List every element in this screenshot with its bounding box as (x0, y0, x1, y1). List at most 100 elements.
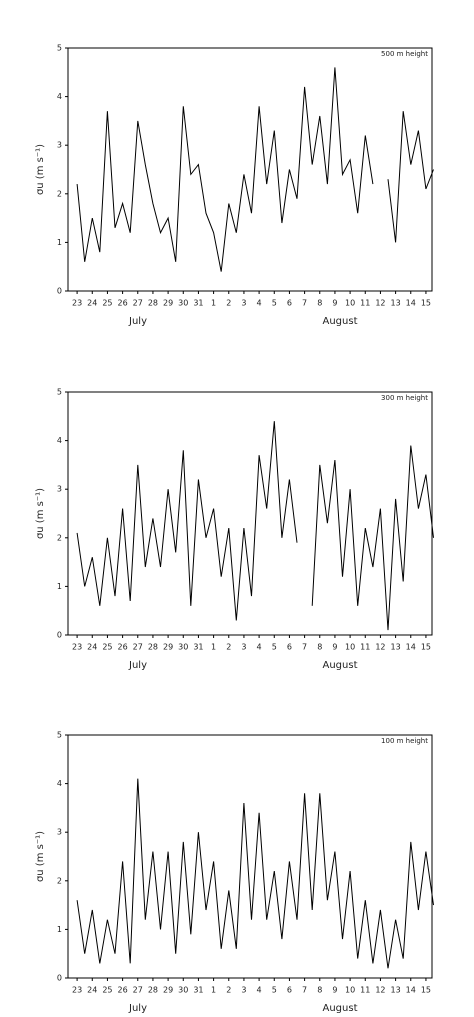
x-tick-label: 14 (406, 986, 416, 995)
plot-frame (67, 391, 433, 636)
month-label: August (323, 1003, 358, 1014)
y-tick-label: 1 (57, 238, 62, 247)
x-tick-label: 1 (211, 643, 216, 652)
x-tick-label: 6 (287, 299, 292, 308)
month-label: July (128, 316, 147, 327)
y-tick-label: 3 (57, 828, 62, 837)
month-label: August (323, 660, 358, 671)
x-tick-label: 23 (72, 986, 82, 995)
x-tick-label: 4 (257, 643, 262, 652)
x-tick-label: 28 (148, 299, 158, 308)
x-tick-label: 15 (421, 299, 431, 308)
data-line (76, 778, 434, 969)
x-tick-label: 26 (118, 299, 128, 308)
x-tick-label: 10 (345, 299, 355, 308)
y-tick-label: 1 (57, 925, 62, 934)
x-tick-label: 13 (391, 643, 401, 652)
x-tick-label: 9 (332, 986, 337, 995)
plot-frame (67, 734, 433, 979)
x-tick-label: 31 (193, 299, 203, 308)
x-tick-label: 30 (178, 986, 188, 995)
x-tick-label: 5 (272, 986, 277, 995)
x-tick-label: 13 (391, 986, 401, 995)
x-tick-label: 24 (87, 299, 97, 308)
x-tick-label: 25 (102, 643, 112, 652)
x-tick-label: 11 (360, 299, 370, 308)
y-axis-label: σu (m s⁻¹) (35, 488, 46, 539)
y-tick-label: 4 (57, 436, 62, 445)
x-tick-label: 3 (241, 643, 246, 652)
plot-frame (67, 47, 433, 292)
month-label: July (128, 1003, 147, 1014)
x-tick-label: 7 (302, 643, 307, 652)
x-tick-label: 30 (178, 643, 188, 652)
x-tick-label: 3 (241, 986, 246, 995)
x-tick-label: 31 (193, 986, 203, 995)
x-tick-label: 31 (193, 643, 203, 652)
x-tick-label: 12 (375, 643, 385, 652)
x-tick-label: 27 (133, 986, 143, 995)
x-tick-label: 14 (406, 299, 416, 308)
x-tick-label: 24 (87, 986, 97, 995)
x-tick-label: 29 (163, 986, 173, 995)
y-tick-label: 2 (57, 533, 62, 542)
annotation: 100 m height (381, 737, 428, 745)
y-tick-label: 2 (57, 876, 62, 885)
x-tick-label: 30 (178, 299, 188, 308)
x-tick-label: 15 (421, 643, 431, 652)
x-tick-label: 25 (102, 299, 112, 308)
y-tick-label: 0 (57, 974, 62, 983)
annotation: 300 m height (381, 394, 428, 402)
x-tick-label: 7 (302, 299, 307, 308)
x-tick-label: 12 (375, 986, 385, 995)
y-tick-label: 4 (57, 779, 62, 788)
y-tick-label: 5 (57, 388, 62, 397)
y-tick-label: 2 (57, 189, 62, 198)
x-tick-label: 5 (272, 299, 277, 308)
y-axis-label: σu (m s⁻¹) (35, 831, 46, 882)
x-tick-label: 26 (118, 643, 128, 652)
x-tick-label: 13 (391, 299, 401, 308)
y-tick-label: 0 (57, 287, 62, 296)
data-line (76, 67, 434, 272)
y-tick-label: 3 (57, 141, 62, 150)
x-tick-label: 9 (332, 643, 337, 652)
x-tick-label: 11 (360, 643, 370, 652)
x-tick-label: 29 (163, 299, 173, 308)
x-tick-label: 5 (272, 643, 277, 652)
x-tick-label: 8 (317, 299, 322, 308)
y-tick-label: 0 (57, 631, 62, 640)
x-tick-label: 11 (360, 986, 370, 995)
x-tick-label: 2 (226, 986, 231, 995)
x-tick-label: 1 (211, 299, 216, 308)
y-axis-label: σu (m s⁻¹) (35, 144, 46, 195)
x-tick-label: 12 (375, 299, 385, 308)
month-label: July (128, 660, 147, 671)
x-tick-label: 6 (287, 986, 292, 995)
data-line (76, 421, 434, 631)
x-tick-label: 28 (148, 986, 158, 995)
x-tick-label: 15 (421, 986, 431, 995)
x-tick-label: 4 (257, 986, 262, 995)
x-tick-label: 26 (118, 986, 128, 995)
x-tick-label: 1 (211, 986, 216, 995)
x-tick-label: 14 (406, 643, 416, 652)
x-tick-label: 10 (345, 643, 355, 652)
x-tick-label: 8 (317, 643, 322, 652)
x-tick-label: 6 (287, 643, 292, 652)
x-tick-label: 7 (302, 986, 307, 995)
x-tick-label: 9 (332, 299, 337, 308)
x-tick-label: 3 (241, 299, 246, 308)
x-tick-label: 24 (87, 643, 97, 652)
x-tick-label: 23 (72, 643, 82, 652)
x-tick-label: 8 (317, 986, 322, 995)
x-tick-label: 10 (345, 986, 355, 995)
x-tick-label: 2 (226, 643, 231, 652)
y-tick-label: 4 (57, 92, 62, 101)
y-tick-label: 3 (57, 485, 62, 494)
annotation: 500 m height (381, 50, 428, 58)
x-tick-label: 27 (133, 643, 143, 652)
x-tick-label: 2 (226, 299, 231, 308)
month-label: August (323, 316, 358, 327)
